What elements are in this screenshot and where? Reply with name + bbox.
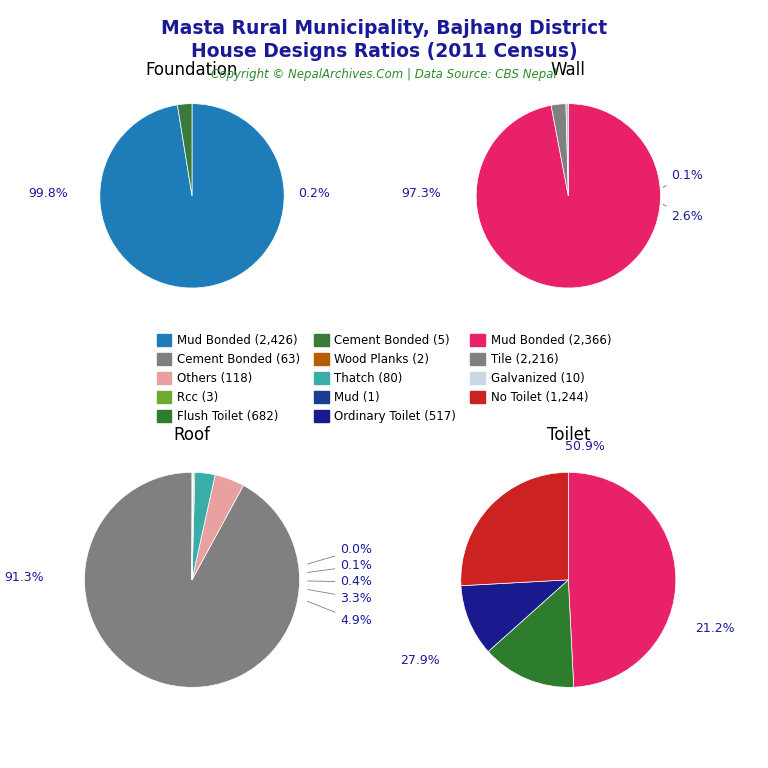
Wedge shape xyxy=(192,472,215,580)
Title: Wall: Wall xyxy=(551,61,586,79)
Text: 91.3%: 91.3% xyxy=(4,571,44,584)
Title: Foundation: Foundation xyxy=(146,61,238,79)
Text: 0.4%: 0.4% xyxy=(308,575,372,588)
Legend: Mud Bonded (2,426), Cement Bonded (63), Others (118), Rcc (3), Flush Toilet (682: Mud Bonded (2,426), Cement Bonded (63), … xyxy=(157,334,611,422)
Text: 2.6%: 2.6% xyxy=(663,204,703,223)
Wedge shape xyxy=(100,104,284,288)
Wedge shape xyxy=(192,472,195,580)
Text: 21.2%: 21.2% xyxy=(695,622,735,634)
Wedge shape xyxy=(568,472,676,687)
Text: 0.1%: 0.1% xyxy=(663,169,703,187)
Text: 97.3%: 97.3% xyxy=(402,187,441,200)
Wedge shape xyxy=(192,472,193,580)
Text: 99.8%: 99.8% xyxy=(28,187,68,200)
Text: 0.2%: 0.2% xyxy=(298,187,330,200)
Wedge shape xyxy=(192,475,243,580)
Wedge shape xyxy=(551,104,568,196)
Wedge shape xyxy=(84,472,300,687)
Text: 50.9%: 50.9% xyxy=(564,440,604,453)
Wedge shape xyxy=(177,104,192,196)
Text: Masta Rural Municipality, Bajhang District: Masta Rural Municipality, Bajhang Distri… xyxy=(161,19,607,38)
Wedge shape xyxy=(461,580,568,651)
Wedge shape xyxy=(192,472,194,580)
Text: 0.0%: 0.0% xyxy=(307,543,372,564)
Text: 0.1%: 0.1% xyxy=(308,559,372,572)
Text: 27.9%: 27.9% xyxy=(400,654,440,667)
Text: 4.9%: 4.9% xyxy=(307,601,372,627)
Text: 3.3%: 3.3% xyxy=(308,590,372,604)
Text: House Designs Ratios (2011 Census): House Designs Ratios (2011 Census) xyxy=(190,42,578,61)
Title: Toilet: Toilet xyxy=(547,426,590,444)
Wedge shape xyxy=(461,472,568,586)
Title: Roof: Roof xyxy=(174,426,210,444)
Wedge shape xyxy=(488,580,574,687)
Wedge shape xyxy=(566,104,568,196)
Text: Copyright © NepalArchives.Com | Data Source: CBS Nepal: Copyright © NepalArchives.Com | Data Sou… xyxy=(211,68,557,81)
Wedge shape xyxy=(476,104,660,288)
